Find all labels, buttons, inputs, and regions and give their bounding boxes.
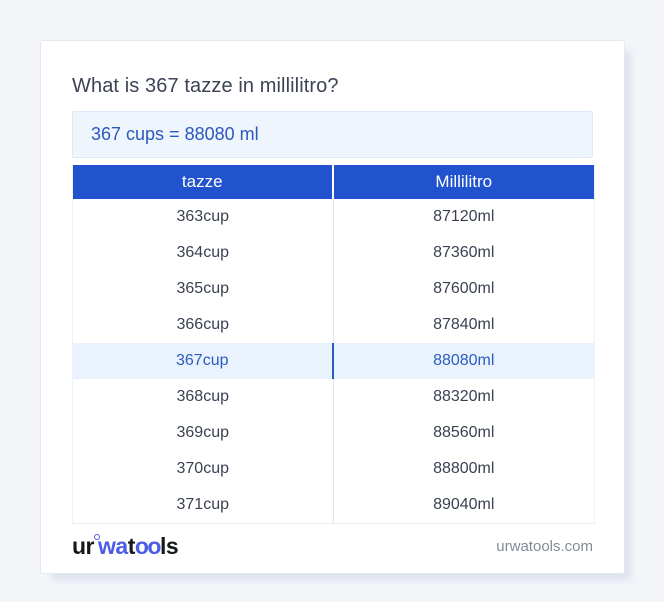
cell-tazze: 369cup — [73, 415, 334, 451]
table-header-millilitro: Millilitro — [435, 172, 493, 191]
conversion-answer-text: 367 cups = 88080 ml — [91, 124, 259, 144]
table-row: 371cup 89040ml — [73, 487, 594, 523]
cell-tazze: 367cup — [73, 343, 334, 379]
table-row: 364cup 87360ml — [73, 235, 594, 271]
cell-tazze: 368cup — [73, 379, 334, 415]
cell-millilitro: 87600ml — [433, 280, 495, 297]
cell-tazze: 366cup — [73, 307, 334, 343]
table-row-highlighted: 367cup 88080ml — [73, 343, 594, 379]
cell-millilitro: 88560ml — [433, 424, 495, 441]
logo-part-ls: ls — [159, 533, 179, 559]
conversion-table: tazze Millilitro 363cup 87120ml 364cup 8736… — [72, 165, 595, 524]
site-domain-text: urwatools.com — [496, 538, 593, 555]
cell-millilitro: 89040ml — [433, 496, 495, 513]
card-footer: ur watools urwatools.com — [72, 524, 593, 573]
cell-millilitro: 88800ml — [433, 460, 495, 477]
table-row: 369cup 88560ml — [73, 415, 594, 451]
cell-tazze: 365cup — [73, 271, 334, 307]
logo-part-t: t — [127, 533, 136, 559]
table-header-row: tazze Millilitro — [73, 165, 594, 199]
table-row: 366cup 87840ml — [73, 307, 594, 343]
cell-tazze: 371cup — [73, 487, 334, 523]
logo-part-wa: wa — [98, 533, 128, 559]
logo-part-ur: ur — [72, 533, 95, 559]
cell-millilitro: 87120ml — [433, 208, 495, 225]
conversion-answer-box: 367 cups = 88080 ml — [72, 111, 593, 158]
table-row: 363cup 87120ml — [73, 199, 594, 235]
cell-millilitro: 87840ml — [433, 316, 495, 333]
logo-ring-icon — [94, 534, 100, 540]
cell-millilitro: 88320ml — [433, 388, 495, 405]
table-row: 365cup 87600ml — [73, 271, 594, 307]
conversion-card: What is 367 tazze in millilitro? 367 cup… — [40, 40, 625, 574]
cell-millilitro: 87360ml — [433, 244, 495, 261]
conversion-table-body: 363cup 87120ml 364cup 87360ml 365cup 87600ml 3… — [73, 199, 594, 523]
logo-part-oo: oo — [134, 533, 162, 559]
cell-millilitro: 88080ml — [433, 352, 495, 369]
table-row: 370cup 88800ml — [73, 451, 594, 487]
page-title: What is 367 tazze in millilitro? — [72, 75, 339, 97]
urwatools-logo[interactable]: ur watools — [72, 533, 179, 560]
table-row: 368cup 88320ml — [73, 379, 594, 415]
cell-tazze: 370cup — [73, 451, 334, 487]
cell-tazze: 364cup — [73, 235, 334, 271]
table-header-tazze: tazze — [73, 165, 334, 199]
cell-tazze: 363cup — [73, 199, 334, 235]
